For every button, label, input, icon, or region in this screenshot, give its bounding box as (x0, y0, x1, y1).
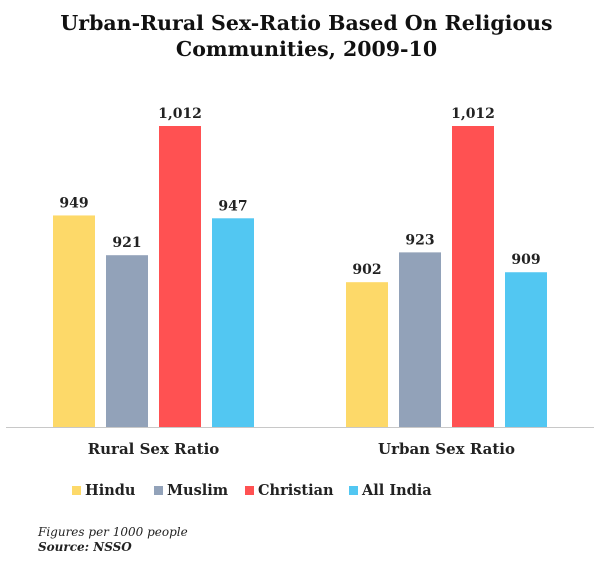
category-label-urban: Urban Sex Ratio (378, 440, 515, 458)
legend-item-christian: Christian (245, 482, 334, 499)
legend-swatch-christian (245, 486, 254, 495)
bar-rural-hindu (53, 215, 95, 427)
legend-swatch-muslim (154, 486, 163, 495)
bar-rural-muslim (106, 255, 148, 427)
legend-item-hindu: Hindu (72, 482, 135, 499)
legend-swatch-all-india (349, 486, 358, 495)
legend-label-hindu: Hindu (85, 482, 136, 499)
bar-value-rural-muslim: 921 (112, 235, 141, 251)
bar-urban-all-india (505, 272, 547, 427)
footnote-source: Source: NSSO (38, 540, 132, 554)
legend-label-muslim: Muslim (167, 482, 229, 499)
bar-urban-hindu (346, 282, 388, 427)
legend-item-muslim: Muslim (154, 482, 228, 499)
bar-value-rural-christian: 1,012 (158, 106, 202, 122)
bar-value-rural-hindu: 949 (59, 195, 88, 211)
chart-title: Urban-Rural Sex-Ratio Based On Religious… (0, 10, 613, 62)
legend-label-all-india: All India (362, 482, 432, 499)
legend-label-christian: Christian (258, 482, 334, 499)
bar-rural-christian (159, 126, 201, 427)
chart-title-line-2: Communities, 2009-10 (175, 37, 438, 61)
bar-urban-christian (452, 126, 494, 427)
bar-value-rural-all-india: 947 (218, 198, 247, 214)
legend-item-all-india: All India (349, 482, 432, 499)
chart-title-line-1: Urban-Rural Sex-Ratio Based On Religious (60, 11, 553, 35)
footnote-figures: Figures per 1000 people (38, 525, 188, 539)
bar-value-urban-muslim: 923 (405, 232, 434, 248)
category-label-rural: Rural Sex Ratio (88, 440, 220, 458)
legend-swatch-hindu (72, 486, 81, 495)
bar-value-urban-christian: 1,012 (451, 106, 495, 122)
bar-urban-muslim (399, 252, 441, 427)
footnote: Figures per 1000 people Source: NSSO (38, 525, 188, 555)
bar-value-urban-hindu: 902 (352, 262, 381, 278)
bar-value-urban-all-india: 909 (511, 252, 540, 268)
bar-rural-all-india (212, 218, 254, 427)
